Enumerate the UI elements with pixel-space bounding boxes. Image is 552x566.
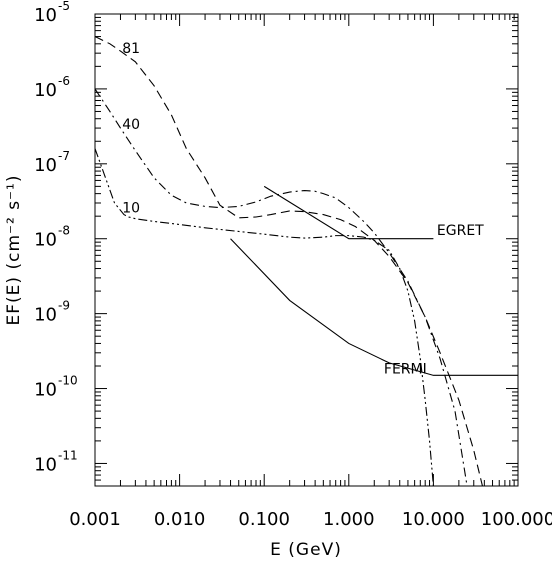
annotation-label: FERMI: [384, 362, 427, 378]
plot-frame: [94, 13, 519, 487]
x-tick-labels: 0.001 0.010 0.100 1.000 10.000 100.000: [69, 509, 552, 530]
series-line-fermi: [230, 238, 518, 376]
y-tick-exponent: -5: [58, 0, 70, 13]
y-tick-label: 10: [34, 454, 57, 475]
series-line-egret: [263, 185, 434, 240]
y-axis-label: EF(E) (cm⁻² s⁻¹): [4, 175, 24, 326]
annotation-label: EGRET: [437, 223, 484, 239]
annotation-label: 81: [122, 41, 140, 57]
y-tick-exponent: -11: [58, 448, 78, 462]
y-tick-exponent: -8: [58, 224, 70, 238]
axis-ticks: [94, 13, 519, 487]
y-tick-exponent: -9: [58, 299, 70, 313]
x-tick-label: 0.010: [154, 509, 206, 530]
y-tick-exponent: -6: [58, 74, 70, 88]
y-tick-label: 10: [34, 80, 57, 101]
x-tick-label: 0.001: [69, 509, 121, 530]
series-line-10: [94, 148, 434, 487]
annotation-label: 40: [122, 117, 140, 133]
y-tick-label: 10: [34, 230, 57, 251]
y-tick-exponent: -7: [58, 149, 70, 163]
x-axis-label: E (GeV): [270, 540, 342, 560]
y-tick-label: 10: [34, 5, 57, 26]
x-tick-label: 0.100: [238, 509, 290, 530]
y-tick-label: 10: [34, 380, 57, 401]
annotation-label: 10: [122, 201, 140, 217]
y-tick-exponent: -10: [58, 374, 78, 388]
y-tick-label: 10: [34, 155, 57, 176]
annotations: 81 40 10 EGRET FERMI: [122, 41, 484, 377]
y-tick-label: 10: [34, 305, 57, 326]
series-group: [94, 36, 518, 487]
series-line-40: [94, 88, 468, 487]
series-line-81: [94, 36, 483, 487]
x-tick-label: 10.000: [402, 509, 465, 530]
x-tick-label: 100.000: [481, 509, 552, 530]
x-tick-label: 1.000: [323, 509, 375, 530]
